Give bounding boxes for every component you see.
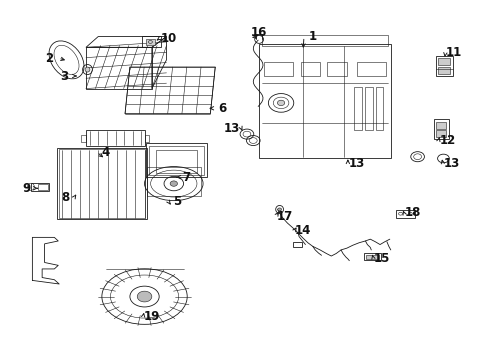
Text: 14: 14 (294, 224, 310, 238)
Bar (365, 255, 378, 258)
Text: 13: 13 (224, 122, 240, 135)
Bar (147, 167, 200, 196)
Text: 12: 12 (438, 134, 454, 147)
Bar (38, 184, 48, 190)
Bar (146, 39, 155, 45)
Text: 10: 10 (160, 32, 176, 45)
Bar (437, 67, 449, 74)
Bar (437, 58, 449, 65)
Text: 7: 7 (182, 171, 190, 184)
Bar (433, 119, 448, 139)
Text: 8: 8 (61, 192, 69, 204)
Bar (353, 87, 361, 130)
Bar (264, 62, 293, 76)
Text: 19: 19 (143, 310, 160, 324)
Bar (31, 183, 49, 191)
Bar (375, 87, 383, 130)
Text: 13: 13 (348, 157, 364, 170)
Bar (293, 242, 302, 247)
Bar (142, 36, 160, 47)
Bar (156, 149, 197, 173)
Bar (81, 135, 86, 142)
Text: 4: 4 (101, 145, 109, 158)
Ellipse shape (277, 100, 284, 105)
Text: 16: 16 (250, 27, 267, 40)
Ellipse shape (170, 181, 177, 186)
Text: 6: 6 (218, 102, 226, 115)
Bar (435, 130, 445, 137)
Bar (364, 87, 372, 130)
Text: 18: 18 (404, 207, 420, 220)
Bar (144, 135, 149, 142)
Bar (356, 62, 385, 76)
Text: 9: 9 (22, 182, 30, 195)
Bar (327, 62, 346, 76)
Bar (259, 44, 390, 158)
Bar (435, 122, 445, 129)
Bar (363, 253, 380, 260)
Text: 3: 3 (60, 69, 68, 82)
Text: 2: 2 (45, 51, 53, 64)
Ellipse shape (85, 67, 90, 72)
Text: 1: 1 (308, 30, 316, 43)
Bar (149, 145, 203, 175)
Bar (59, 149, 145, 218)
Bar (300, 62, 320, 76)
Bar (146, 143, 206, 177)
Text: 5: 5 (173, 195, 181, 208)
Bar (395, 210, 414, 218)
Text: 15: 15 (373, 252, 389, 265)
Ellipse shape (137, 291, 152, 302)
Ellipse shape (277, 208, 281, 211)
Text: 13: 13 (443, 157, 459, 170)
Bar (435, 56, 452, 76)
Bar (261, 35, 387, 45)
Text: 17: 17 (276, 210, 292, 223)
Text: 11: 11 (445, 46, 461, 59)
